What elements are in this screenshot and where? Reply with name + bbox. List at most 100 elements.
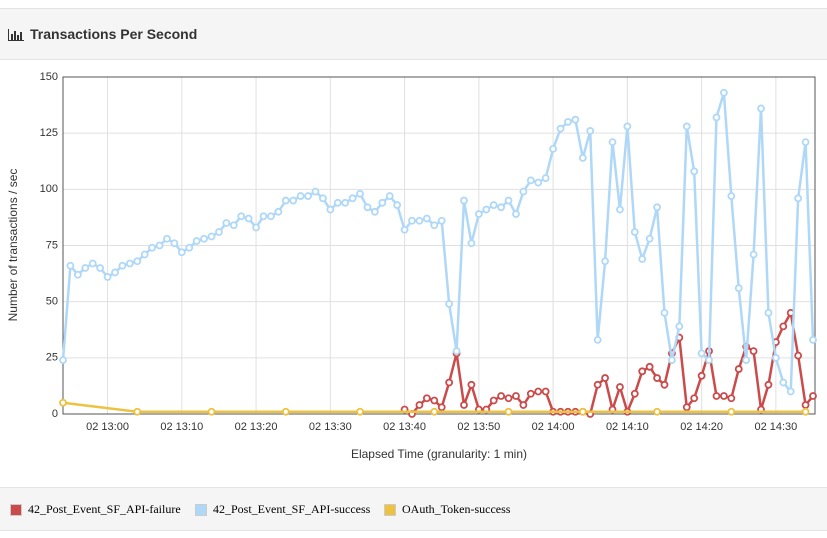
data-point — [281, 407, 290, 416]
data-point — [727, 394, 736, 403]
data-point — [274, 207, 283, 216]
data-point — [809, 335, 817, 344]
data-point — [771, 353, 780, 362]
data-point — [801, 138, 810, 147]
y-tick-label: 150 — [40, 71, 58, 83]
data-point — [207, 232, 216, 241]
data-point — [437, 216, 446, 225]
data-point — [630, 389, 639, 398]
data-point — [422, 214, 431, 223]
data-point — [378, 198, 387, 207]
legend-label: 42_Post_Event_SF_API-failure — [28, 502, 181, 516]
legend-item[interactable]: OAuth_Token-success — [384, 502, 510, 517]
data-point — [400, 225, 409, 234]
chart: Number of transactions / sec Elapsed Tim… — [6, 71, 817, 461]
data-point — [348, 194, 357, 203]
x-tick-label: 02 14:10 — [606, 421, 649, 433]
data-point — [786, 387, 795, 396]
data-point — [103, 273, 112, 281]
x-tick-label: 02 13:40 — [383, 421, 426, 433]
data-point — [445, 300, 454, 308]
data-point — [133, 257, 142, 266]
legend-item[interactable]: 42_Post_Event_SF_API-success — [195, 502, 370, 517]
data-point — [541, 174, 550, 183]
data-point — [749, 347, 758, 355]
data-point — [749, 250, 758, 259]
data-point — [638, 367, 647, 376]
data-point — [422, 394, 431, 403]
x-tick-label: 02 14:00 — [532, 421, 575, 433]
data-point — [207, 407, 216, 416]
x-tick-label: 02 13:00 — [86, 421, 129, 433]
y-axis-label: Number of transactions / sec — [6, 169, 20, 322]
data-point — [512, 392, 520, 400]
legend-swatch — [195, 503, 207, 516]
data-point — [504, 196, 513, 205]
legend-swatch — [10, 503, 22, 516]
legend-label: OAuth_Token-success — [402, 502, 511, 516]
data-point — [690, 394, 699, 403]
panel-title: Transactions Per Second — [30, 26, 198, 42]
data-point — [616, 383, 624, 391]
data-point — [415, 216, 424, 225]
y-tick-label: 50 — [46, 296, 58, 308]
data-point — [59, 398, 67, 407]
data-point — [140, 250, 149, 259]
legend-item[interactable]: 42_Post_Event_SF_API-failure — [10, 502, 181, 517]
data-point — [489, 396, 498, 405]
data-point — [534, 387, 543, 396]
data-point — [81, 264, 90, 272]
data-point — [244, 214, 253, 223]
data-point — [215, 228, 223, 236]
data-point — [779, 322, 788, 331]
data-point — [601, 257, 609, 266]
data-point — [668, 356, 676, 364]
data-point — [326, 205, 335, 214]
data-point — [757, 104, 765, 113]
x-axis-label: Elapsed Time (granularity: 1 min) — [351, 447, 527, 461]
data-point — [155, 241, 164, 250]
data-point — [675, 322, 684, 331]
data-point — [779, 378, 788, 387]
data-point — [489, 201, 498, 209]
data-point — [222, 219, 231, 227]
y-tick-label: 0 — [52, 408, 58, 420]
data-point — [497, 392, 506, 400]
data-point — [467, 239, 476, 248]
data-point — [356, 189, 364, 198]
data-point — [653, 203, 661, 212]
data-point — [534, 178, 543, 187]
data-point — [564, 118, 572, 126]
data-point — [229, 221, 238, 230]
data-point — [541, 387, 550, 396]
data-point — [393, 201, 402, 209]
data-point — [133, 407, 142, 416]
data-point — [682, 122, 691, 131]
data-point — [430, 221, 439, 230]
data-point — [333, 198, 342, 207]
data-point — [764, 308, 773, 317]
data-point — [556, 124, 565, 133]
data-point — [341, 198, 350, 207]
data-point — [363, 203, 372, 212]
data-point — [660, 308, 669, 317]
data-point — [289, 196, 298, 205]
x-tick-label: 02 13:20 — [235, 421, 278, 433]
plot-border — [62, 76, 816, 415]
data-point — [593, 335, 602, 344]
data-point — [452, 347, 461, 355]
data-point — [267, 212, 275, 221]
legend-swatch — [384, 503, 396, 516]
data-point — [719, 392, 728, 400]
data-point — [430, 396, 439, 405]
data-point — [593, 380, 602, 389]
x-tick-label: 02 14:30 — [754, 421, 797, 433]
data-point — [281, 196, 290, 205]
data-point — [319, 194, 327, 203]
data-point — [437, 403, 446, 412]
data-point — [697, 371, 706, 380]
data-point — [801, 407, 810, 416]
data-point — [252, 223, 260, 232]
data-point — [712, 113, 721, 122]
legend-label: 42_Post_Event_SF_API-success — [213, 502, 371, 516]
